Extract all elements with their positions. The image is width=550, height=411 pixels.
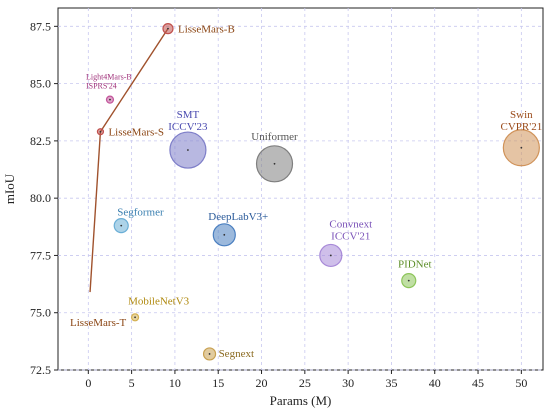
data-label-lissemars-b: LisseMars-B xyxy=(178,24,235,36)
point-center-segnext xyxy=(208,353,211,355)
grid xyxy=(58,8,543,371)
data-label-light4mars-b: Light4Mars-B ISPRS'24 xyxy=(86,73,132,91)
x-tick-label: 25 xyxy=(299,376,311,390)
x-tick-label: 10 xyxy=(169,376,181,390)
point-center-mobilenetv3 xyxy=(134,316,136,319)
y-tick-label: 75.0 xyxy=(30,306,51,320)
x-tick-label: 40 xyxy=(429,376,441,390)
y-tick-label: 80.0 xyxy=(30,191,51,205)
point-center-uniformer xyxy=(273,162,276,165)
data-label-deeplabv3-: DeepLabV3+ xyxy=(208,211,268,223)
point-center-lissemars-b xyxy=(167,27,169,30)
y-tick-label: 85.0 xyxy=(30,77,51,91)
x-tick-label: 5 xyxy=(129,376,135,390)
x-tick-label: 50 xyxy=(515,376,527,390)
x-axis-label: Params (M) xyxy=(270,393,332,408)
x-tick-label: 45 xyxy=(472,376,484,390)
data-label-lissemars-s: LisseMars-S xyxy=(108,127,164,139)
data-label-convnext: Convnext ICCV'21 xyxy=(329,218,372,242)
data-label-smt: SMT ICCV'23 xyxy=(168,109,208,133)
data-label-uniformer: Uniformer xyxy=(251,131,298,143)
point-center-convnext xyxy=(329,254,332,257)
series xyxy=(89,28,169,293)
x-tick-label: 0 xyxy=(85,376,91,390)
data-label-pidnet: PIDNet xyxy=(398,259,432,271)
plot-area xyxy=(57,7,544,371)
data-label-lissemars-t: LisseMars-T xyxy=(70,317,126,329)
point-center-light4mars-b xyxy=(109,98,111,101)
x-tick-label: 15 xyxy=(212,376,224,390)
point-center-deeplabv3- xyxy=(223,233,226,236)
y-axis: 72.5 75.0 77.5 80.0 82.5 85.0 87.5 xyxy=(30,19,58,377)
data-label-segnext: Segnext xyxy=(219,348,254,360)
data-label-swin: Swin CVPR'21 xyxy=(500,109,542,133)
x-tick-label: 30 xyxy=(342,376,354,390)
point-center-segformer xyxy=(120,224,123,227)
y-axis-label: mIoU xyxy=(2,173,17,204)
x-axis: 0 5 10 15 20 25 30 35 40 45 50 xyxy=(85,370,527,390)
point-center-pidnet xyxy=(407,279,410,282)
y-tick-label: 82.5 xyxy=(30,134,51,148)
data-label-mobilenetv3: MobileNetV3 xyxy=(128,295,190,307)
point-center-smt xyxy=(187,149,189,151)
point-center-swin xyxy=(520,146,523,149)
series-line xyxy=(89,28,169,293)
data-label-segformer: Segformer xyxy=(117,207,164,219)
x-tick-label: 35 xyxy=(385,376,397,390)
x-tick-label: 20 xyxy=(256,376,268,390)
y-tick-label: 87.5 xyxy=(30,19,51,33)
y-tick-label: 77.5 xyxy=(30,248,51,262)
points: LisseMars-B Light4Mars-B ISPRS'24 LisseMars… xyxy=(70,23,542,361)
y-tick-label: 72.5 xyxy=(30,363,51,377)
point-center-lissemars-s xyxy=(99,130,102,133)
